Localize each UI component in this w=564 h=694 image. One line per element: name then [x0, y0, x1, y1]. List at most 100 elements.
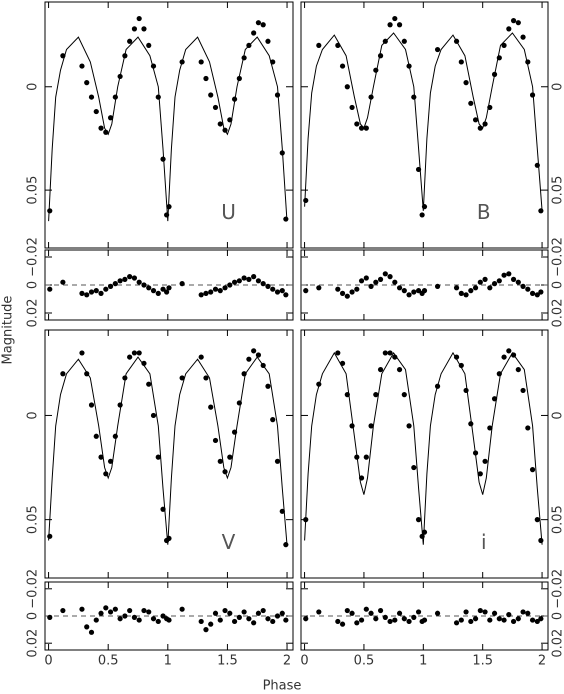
data-point	[472, 117, 479, 123]
data-point	[93, 617, 99, 623]
data-point	[260, 22, 266, 28]
data-point	[501, 272, 507, 278]
data-point	[520, 609, 526, 615]
data-point	[491, 610, 498, 616]
data-point	[453, 620, 460, 626]
data-point	[529, 92, 536, 98]
data-point	[377, 607, 384, 614]
data-point	[303, 616, 309, 622]
data-point	[525, 286, 531, 292]
data-point	[227, 454, 233, 460]
data-point	[335, 618, 341, 625]
data-point	[468, 100, 474, 106]
data-point	[487, 425, 493, 431]
data-point	[482, 458, 488, 464]
data-point	[363, 606, 369, 612]
data-point	[415, 288, 422, 294]
data-point	[396, 22, 403, 28]
data-point	[406, 292, 412, 298]
x-tick-label: 1.5	[217, 654, 238, 669]
data-point	[274, 458, 281, 464]
data-point	[344, 84, 350, 90]
band-label: i	[481, 530, 487, 554]
data-point	[406, 423, 412, 429]
data-point	[79, 606, 85, 612]
data-point	[344, 607, 350, 614]
data-point	[217, 121, 223, 127]
y-tick-label: 0	[551, 83, 564, 91]
data-point	[335, 286, 341, 292]
data-point	[368, 610, 374, 616]
data-point	[98, 454, 104, 460]
data-point	[131, 614, 138, 620]
data-point	[368, 423, 374, 429]
data-point	[534, 618, 540, 625]
data-point	[515, 20, 521, 26]
data-point	[47, 286, 53, 292]
data-point	[506, 26, 512, 32]
data-point	[477, 607, 483, 614]
data-point	[463, 80, 469, 86]
data-point	[84, 292, 90, 298]
data-point	[434, 46, 441, 53]
data-point	[179, 606, 185, 612]
data-point	[525, 425, 531, 431]
data-point	[303, 197, 309, 204]
panel-frame	[300, 329, 549, 579]
data-point	[472, 285, 479, 291]
data-point	[458, 617, 464, 623]
data-point	[146, 42, 152, 49]
data-point	[141, 26, 147, 32]
data-point	[203, 75, 209, 82]
data-point	[231, 618, 238, 625]
data-point	[227, 282, 233, 288]
data-point	[406, 618, 412, 625]
y-tick-label: 0	[551, 281, 564, 289]
data-point	[236, 278, 242, 284]
data-point	[396, 366, 403, 373]
data-point	[339, 290, 346, 296]
data-point	[122, 613, 128, 619]
data-point	[487, 285, 493, 291]
data-point	[260, 281, 266, 287]
data-point	[358, 617, 365, 623]
data-point	[477, 279, 483, 285]
x-tick-label: 1	[419, 654, 427, 669]
data-point	[265, 283, 271, 289]
data-point	[401, 38, 407, 44]
data-point	[236, 614, 242, 620]
x-tick-label: 0	[300, 654, 308, 669]
data-point	[203, 375, 209, 381]
data-point	[155, 94, 161, 100]
data-point	[349, 104, 355, 111]
data-point	[112, 606, 118, 612]
panel-frame	[300, 1, 549, 249]
data-point	[155, 618, 161, 625]
data-point	[155, 290, 161, 296]
data-point	[107, 458, 114, 464]
y-tick-label: 0	[551, 411, 564, 419]
data-point	[265, 383, 271, 389]
data-point	[260, 607, 266, 614]
data-point	[421, 617, 428, 623]
data-point	[382, 350, 388, 356]
data-point	[510, 18, 517, 24]
model-curve	[48, 356, 288, 545]
panel-frame	[44, 1, 294, 249]
data-point	[88, 402, 95, 408]
data-point	[222, 607, 228, 614]
data-point	[47, 614, 53, 620]
data-point	[520, 387, 526, 394]
data-point	[458, 362, 464, 369]
data-point	[131, 350, 138, 356]
y-tick-label: 0	[26, 281, 41, 289]
data-point	[421, 529, 428, 535]
data-point	[501, 354, 507, 360]
data-point	[538, 208, 544, 214]
data-point	[84, 80, 90, 86]
data-point	[506, 612, 512, 618]
data-point	[98, 610, 104, 616]
data-point	[208, 404, 214, 410]
data-point	[453, 354, 460, 360]
